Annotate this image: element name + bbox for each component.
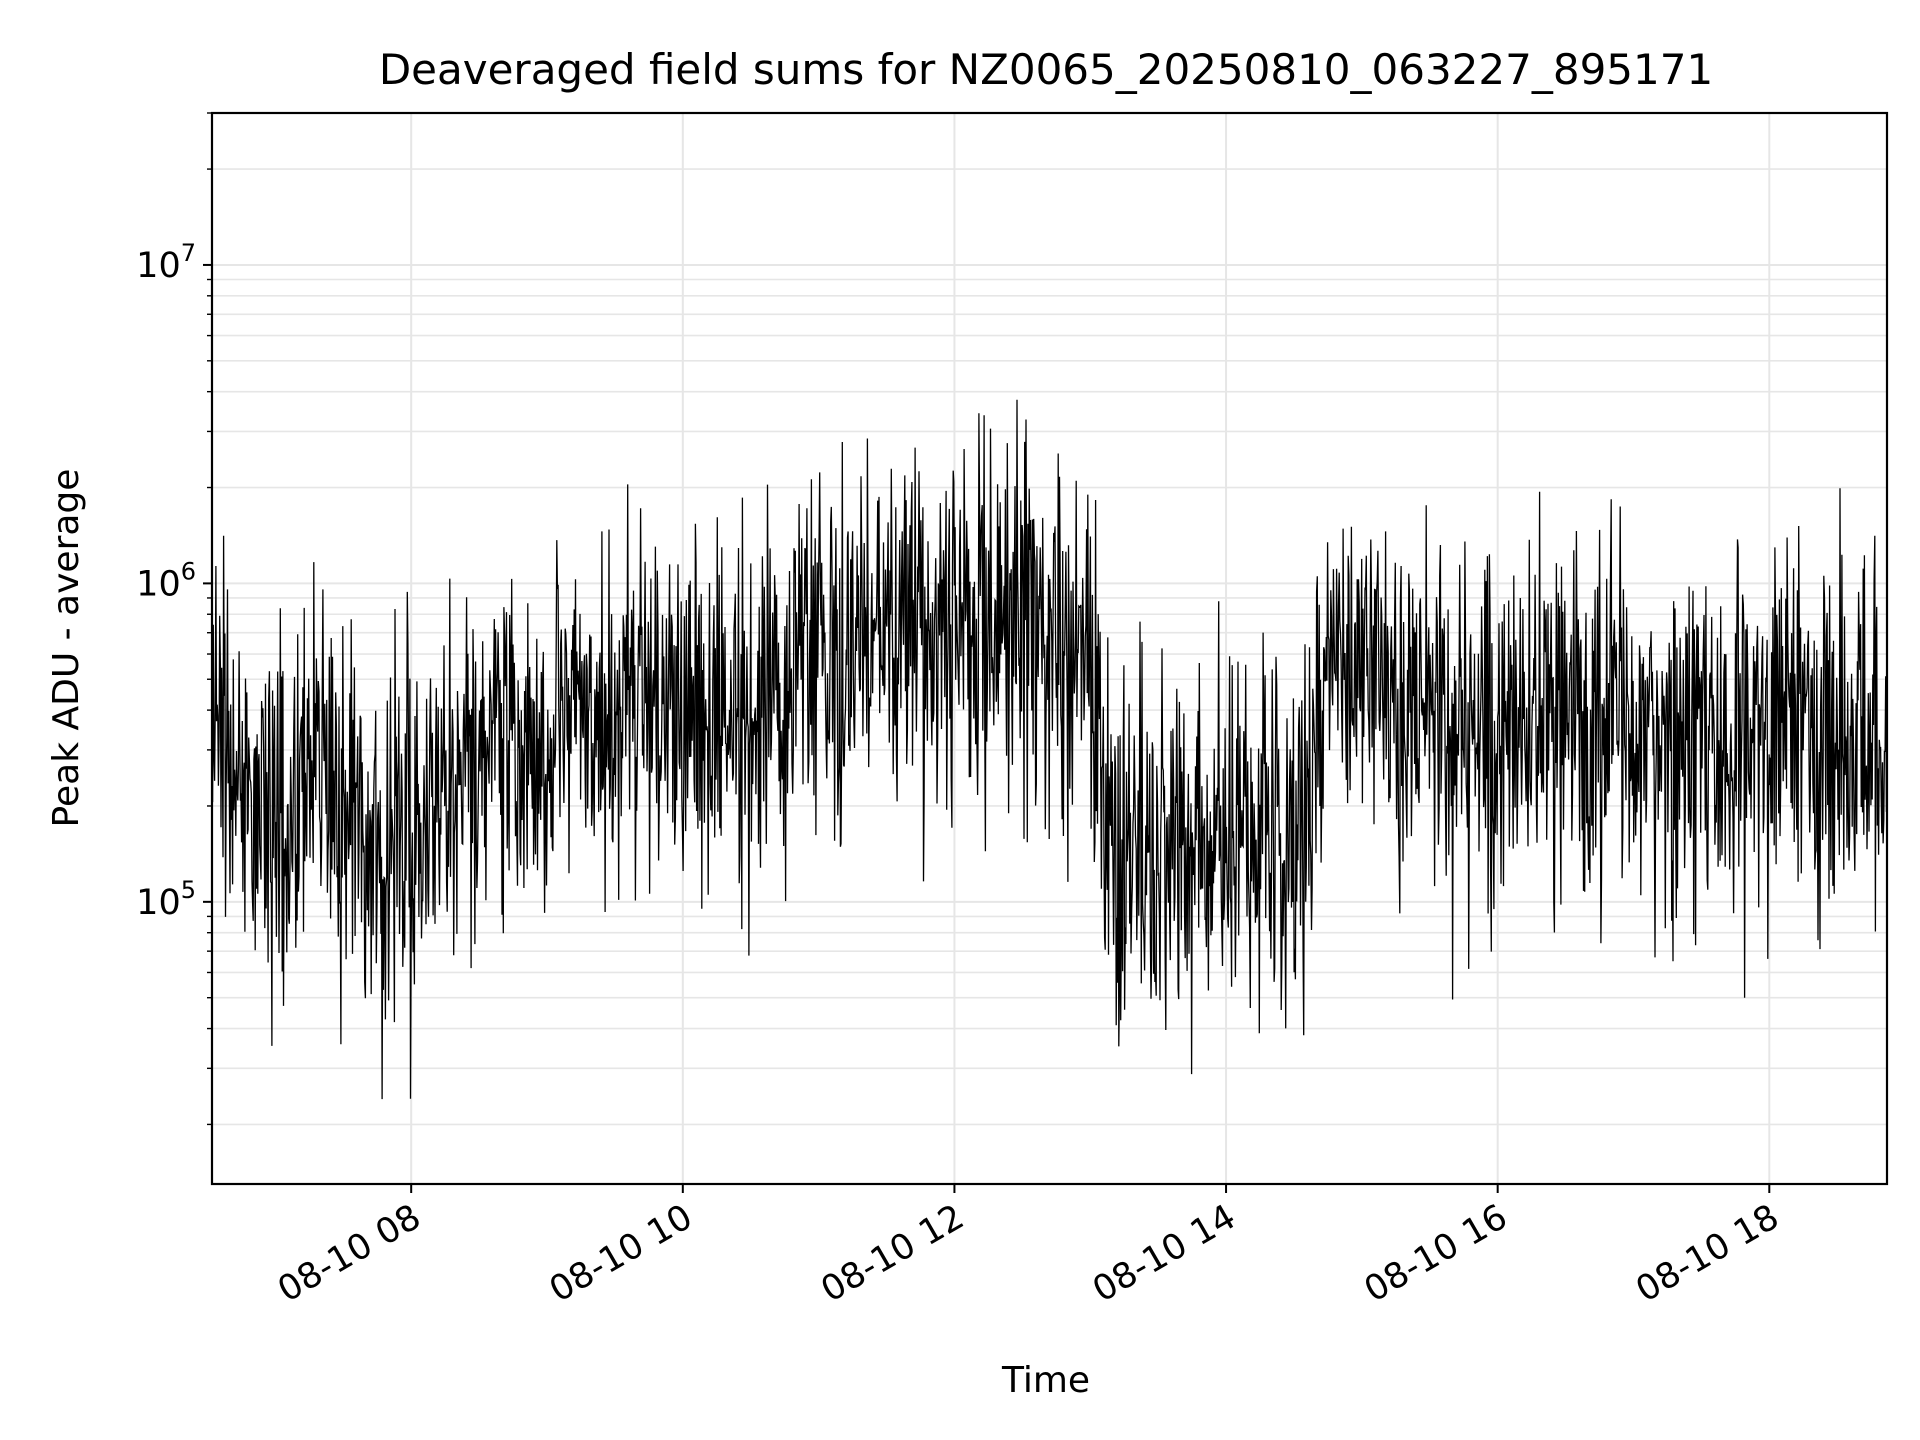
y-tick-label: 107 bbox=[136, 239, 196, 286]
series-line-path bbox=[211, 399, 1888, 1100]
x-tick-label: 08-10 12 bbox=[815, 1197, 971, 1310]
x-tick-label: 08-10 14 bbox=[1086, 1197, 1242, 1310]
x-tick-label: 08-10 10 bbox=[543, 1197, 699, 1310]
series-line bbox=[211, 399, 1888, 1100]
x-tick-label: 08-10 18 bbox=[1630, 1197, 1786, 1310]
plot-frame bbox=[210, 111, 1889, 1186]
y-axis-title: Peak ADU - average bbox=[46, 469, 87, 828]
chart-title: Deaveraged field sums for NZ0065_2025081… bbox=[379, 45, 1713, 94]
axis-ticks: 105 106 107 08-10 08 08-10 10 08-10 12 08-10 1… bbox=[136, 112, 1786, 1310]
x-tick-label: 08-10 08 bbox=[271, 1197, 427, 1310]
x-tick-label: 08-10 16 bbox=[1358, 1197, 1514, 1310]
y-tick-label: 105 bbox=[136, 876, 196, 923]
y-tick-label: 106 bbox=[136, 557, 196, 604]
x-axis-title: Time bbox=[1001, 1360, 1090, 1401]
